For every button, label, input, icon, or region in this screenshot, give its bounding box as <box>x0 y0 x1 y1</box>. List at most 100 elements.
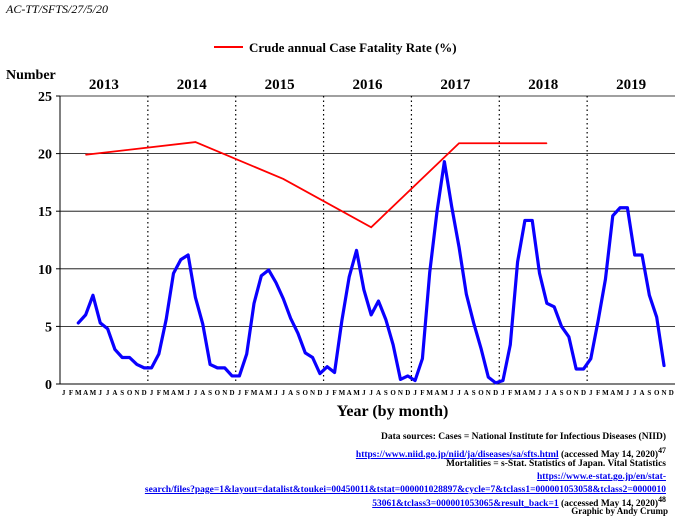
cases-point <box>407 375 409 377</box>
month-label: J <box>413 389 417 397</box>
month-label: N <box>310 389 315 397</box>
y-tick-label-5: 5 <box>45 320 52 335</box>
cases-point <box>568 336 570 338</box>
cases-point <box>575 368 577 370</box>
month-label: A <box>347 389 352 397</box>
cases-point <box>311 356 314 359</box>
graphic-credit: Graphic by Andy Crump <box>571 506 668 516</box>
cases-point <box>209 363 211 366</box>
month-label: A <box>171 389 176 397</box>
cases-point <box>451 205 453 208</box>
year-label-2016: 2016 <box>353 77 384 93</box>
cases-point <box>92 294 94 296</box>
cases-point <box>495 382 497 384</box>
month-label: J <box>626 389 630 397</box>
estat-link-part-2[interactable]: search/files?page=1&layout=datalist&touk… <box>144 485 666 495</box>
estat-ref: 48 <box>658 495 666 504</box>
source-cases-text: Data sources: Cases = National Institute… <box>380 432 666 442</box>
cases-point <box>99 322 101 324</box>
cases-point <box>421 358 424 360</box>
cfr-point <box>85 154 87 156</box>
y-tick-label-25: 25 <box>38 90 52 105</box>
cfr-point <box>458 142 460 144</box>
cases-point <box>246 353 248 355</box>
month-label: O <box>303 389 309 397</box>
niid-link[interactable]: https://www.niid.go.jp/niid/ja/diseases/… <box>355 450 559 461</box>
cases-point <box>172 272 175 275</box>
month-label: N <box>661 389 666 397</box>
month-label: M <box>529 389 536 397</box>
cfr-point <box>502 142 504 144</box>
cases-point <box>546 302 548 304</box>
cases-point <box>150 367 153 369</box>
cases-point <box>363 288 365 291</box>
cases-point <box>216 367 219 369</box>
cases-point <box>143 367 145 369</box>
month-label: J <box>238 389 242 397</box>
cases-point <box>524 219 526 222</box>
year-label-2014: 2014 <box>177 77 208 93</box>
month-label: M <box>353 389 360 397</box>
cases-point <box>641 254 643 256</box>
month-label: M <box>514 389 521 397</box>
cases-point <box>663 364 665 367</box>
month-label: N <box>134 389 139 397</box>
cfr-series-line <box>85 141 547 229</box>
cases-point <box>443 161 445 163</box>
month-label: M <box>339 389 346 397</box>
cases-point <box>531 219 533 222</box>
cases-series-line <box>76 160 666 385</box>
cases-point <box>370 314 372 316</box>
cases-point <box>304 352 306 354</box>
x-axis-title: Year (by month) <box>337 403 449 420</box>
cases-point <box>319 373 321 375</box>
month-label: J <box>538 389 542 397</box>
cases-point <box>502 379 504 382</box>
cases-point <box>597 320 599 322</box>
cases-point <box>260 275 262 277</box>
cases-point <box>429 271 431 273</box>
cases-point <box>341 320 343 322</box>
cases-point <box>114 348 116 351</box>
month-label: A <box>200 389 205 397</box>
cases-point <box>355 249 358 251</box>
estat-link-part-1[interactable]: https://www.e-stat.go.jp/en/stat- <box>536 472 666 482</box>
cases-point <box>275 282 277 284</box>
cases-point <box>268 269 270 271</box>
month-label: J <box>633 389 637 397</box>
y-axis-title: Number <box>6 68 56 83</box>
month-label: F <box>596 389 600 397</box>
month-label: J <box>62 389 66 397</box>
month-label: D <box>493 389 498 397</box>
month-label: J <box>450 389 454 397</box>
month-label: S <box>384 389 388 397</box>
month-label: J <box>99 389 103 397</box>
cases-point <box>224 367 226 369</box>
cfr-point <box>546 142 548 144</box>
cases-point <box>473 322 475 324</box>
month-label: A <box>376 389 381 397</box>
cases-point <box>465 293 467 295</box>
year-label-2015: 2015 <box>265 77 295 93</box>
cases-point <box>136 363 138 366</box>
month-label: F <box>157 389 161 397</box>
cases-point <box>399 378 402 380</box>
y-tick-label-10: 10 <box>38 263 52 278</box>
source-estat-2: search/files?page=1&layout=datalist&touk… <box>145 483 666 497</box>
source-estat-1: https://www.e-stat.go.jp/en/stat- <box>537 470 666 484</box>
cases-point <box>77 322 79 324</box>
month-label: D <box>405 389 410 397</box>
month-label: N <box>574 389 579 397</box>
cases-point <box>194 297 197 299</box>
cases-point <box>619 207 621 209</box>
month-label: D <box>230 389 235 397</box>
month-label: O <box>127 389 133 397</box>
estat-link-part-3[interactable]: 53061&tclass3=000001053065&result_back=1 <box>372 499 559 510</box>
cfr-point <box>282 178 284 180</box>
cases-point <box>516 261 519 263</box>
cases-point <box>121 356 123 359</box>
month-label: S <box>208 389 212 397</box>
niid-ref: 47 <box>658 446 666 455</box>
month-label: A <box>552 389 557 397</box>
month-label: F <box>245 389 249 397</box>
